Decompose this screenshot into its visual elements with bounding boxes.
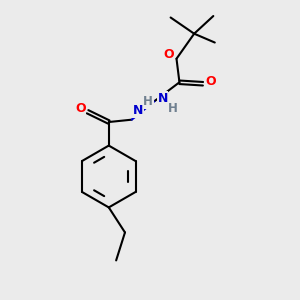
Text: O: O [75, 102, 86, 115]
Text: N: N [158, 92, 168, 105]
Text: H: H [167, 102, 177, 115]
Text: O: O [163, 48, 174, 61]
Text: O: O [205, 75, 216, 88]
Text: N: N [133, 104, 143, 117]
Text: H: H [143, 95, 153, 108]
